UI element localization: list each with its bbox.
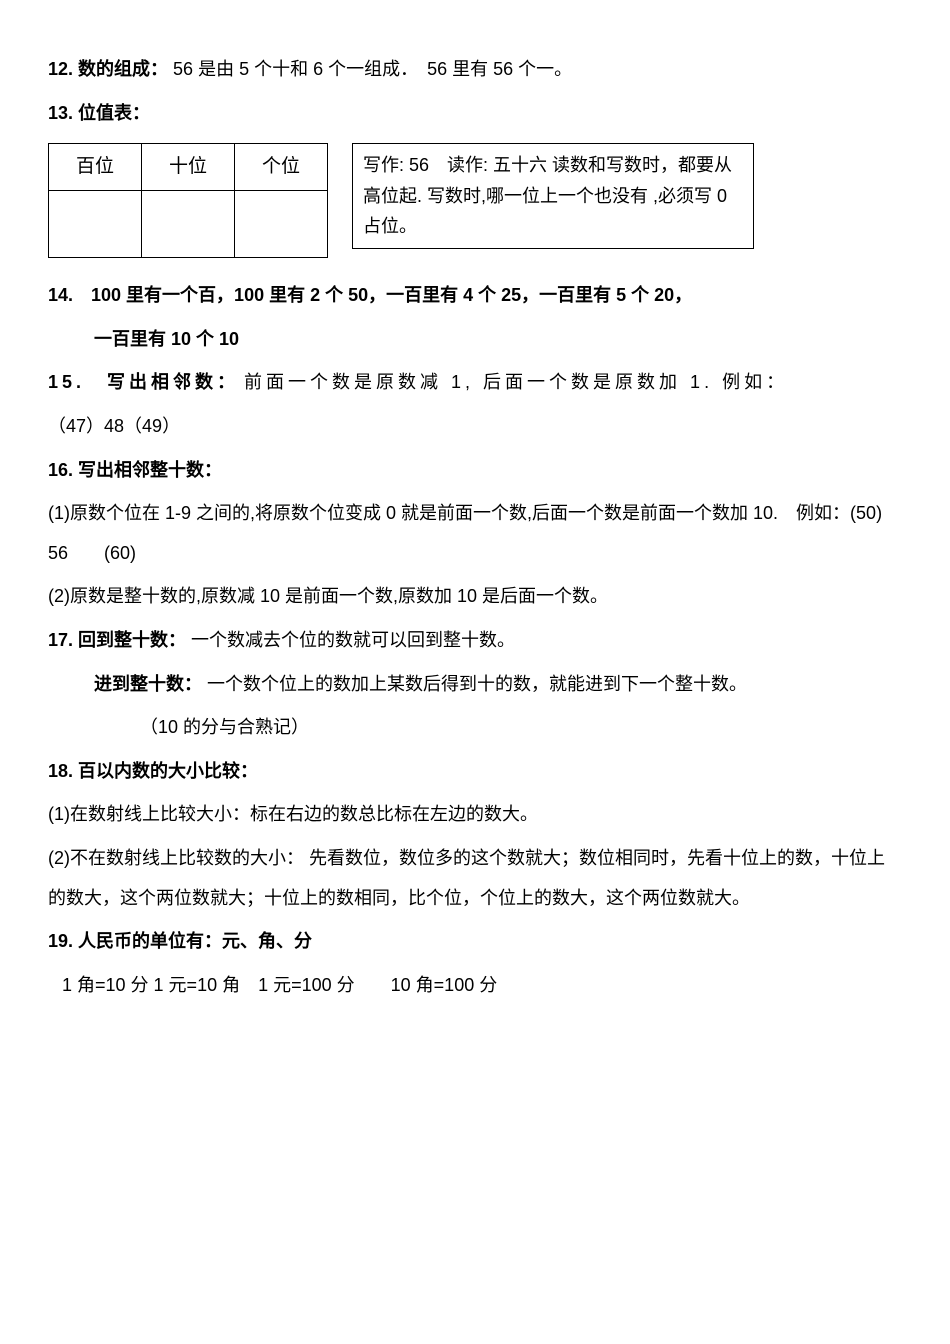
item-14-line1: 14. 100 里有一个百，100 里有 2 个 50，一百里有 4 个 25，… xyxy=(48,276,902,316)
item-12-text: 56 是由 5 个十和 6 个一组成． 56 里有 56 个一。 xyxy=(173,59,572,79)
col-ones: 个位 xyxy=(235,144,328,191)
item-17-text2: 一个数个位上的数加上某数后得到十的数，就能进到下一个整十数。 xyxy=(207,674,747,694)
item-17-line1: 17. 回到整十数： 一个数减去个位的数就可以回到整十数。 xyxy=(48,621,902,661)
item-19-text: 1 角=10 分 1 元=10 角 1 元=100 分 10 角=100 分 xyxy=(48,966,902,1006)
col-hundreds: 百位 xyxy=(49,144,142,191)
item-15: 15. 写出相邻数： 前面一个数是原数减 1, 后面一个数是原数加 1. 例如： xyxy=(48,363,902,403)
item-19-label: 19. 人民币的单位有：元、角、分 xyxy=(48,922,902,962)
item-16-label: 16. 写出相邻整十数： xyxy=(48,451,902,491)
item-12: 12. 数的组成： 56 是由 5 个十和 6 个一组成． 56 里有 56 个… xyxy=(48,50,902,90)
item-17-note: （10 的分与合熟记） xyxy=(48,708,902,748)
place-value-table: 百位 十位 个位 xyxy=(48,143,328,258)
cell-tens xyxy=(142,191,235,258)
item-17-label1: 17. 回到整十数： xyxy=(48,630,186,650)
item-13-row: 百位 十位 个位 写作: 56 读作: 五十六 读数和写数时，都要从高位起. 写… xyxy=(48,141,902,258)
cell-hundreds xyxy=(49,191,142,258)
item-18-label: 18. 百以内数的大小比较： xyxy=(48,752,902,792)
item-15-example: （47）48（49） xyxy=(48,407,902,447)
item-17-text1: 一个数减去个位的数就可以回到整十数。 xyxy=(191,630,515,650)
item-15-label: 15. 写出相邻数： xyxy=(48,372,239,392)
item-14-line2: 一百里有 10 个 10 xyxy=(48,320,902,360)
item-12-label: 12. 数的组成： xyxy=(48,59,168,79)
item-17-label2: 进到整十数： xyxy=(94,674,202,694)
table-empty-row xyxy=(49,191,328,258)
item-16-sub1: (1)原数个位在 1-9 之间的,将原数个位变成 0 就是前面一个数,后面一个数… xyxy=(48,494,902,573)
item-13-label: 13. 位值表： xyxy=(48,94,902,134)
read-write-note: 写作: 56 读作: 五十六 读数和写数时，都要从高位起. 写数时,哪一位上一个… xyxy=(352,143,754,249)
col-tens: 十位 xyxy=(142,144,235,191)
item-16-sub2: (2)原数是整十数的,原数减 10 是前面一个数,原数加 10 是后面一个数。 xyxy=(48,577,902,617)
item-17-line2: 进到整十数： 一个数个位上的数加上某数后得到十的数，就能进到下一个整十数。 xyxy=(48,665,902,705)
item-18-sub1: (1)在数射线上比较大小：标在右边的数总比标在左边的数大。 xyxy=(48,795,902,835)
item-15-text: 前面一个数是原数减 1, 后面一个数是原数加 1. 例如： xyxy=(244,372,788,392)
cell-ones xyxy=(235,191,328,258)
item-18-sub2: (2)不在数射线上比较数的大小： 先看数位，数位多的这个数就大；数位相同时，先看… xyxy=(48,839,902,918)
table-header-row: 百位 十位 个位 xyxy=(49,144,328,191)
